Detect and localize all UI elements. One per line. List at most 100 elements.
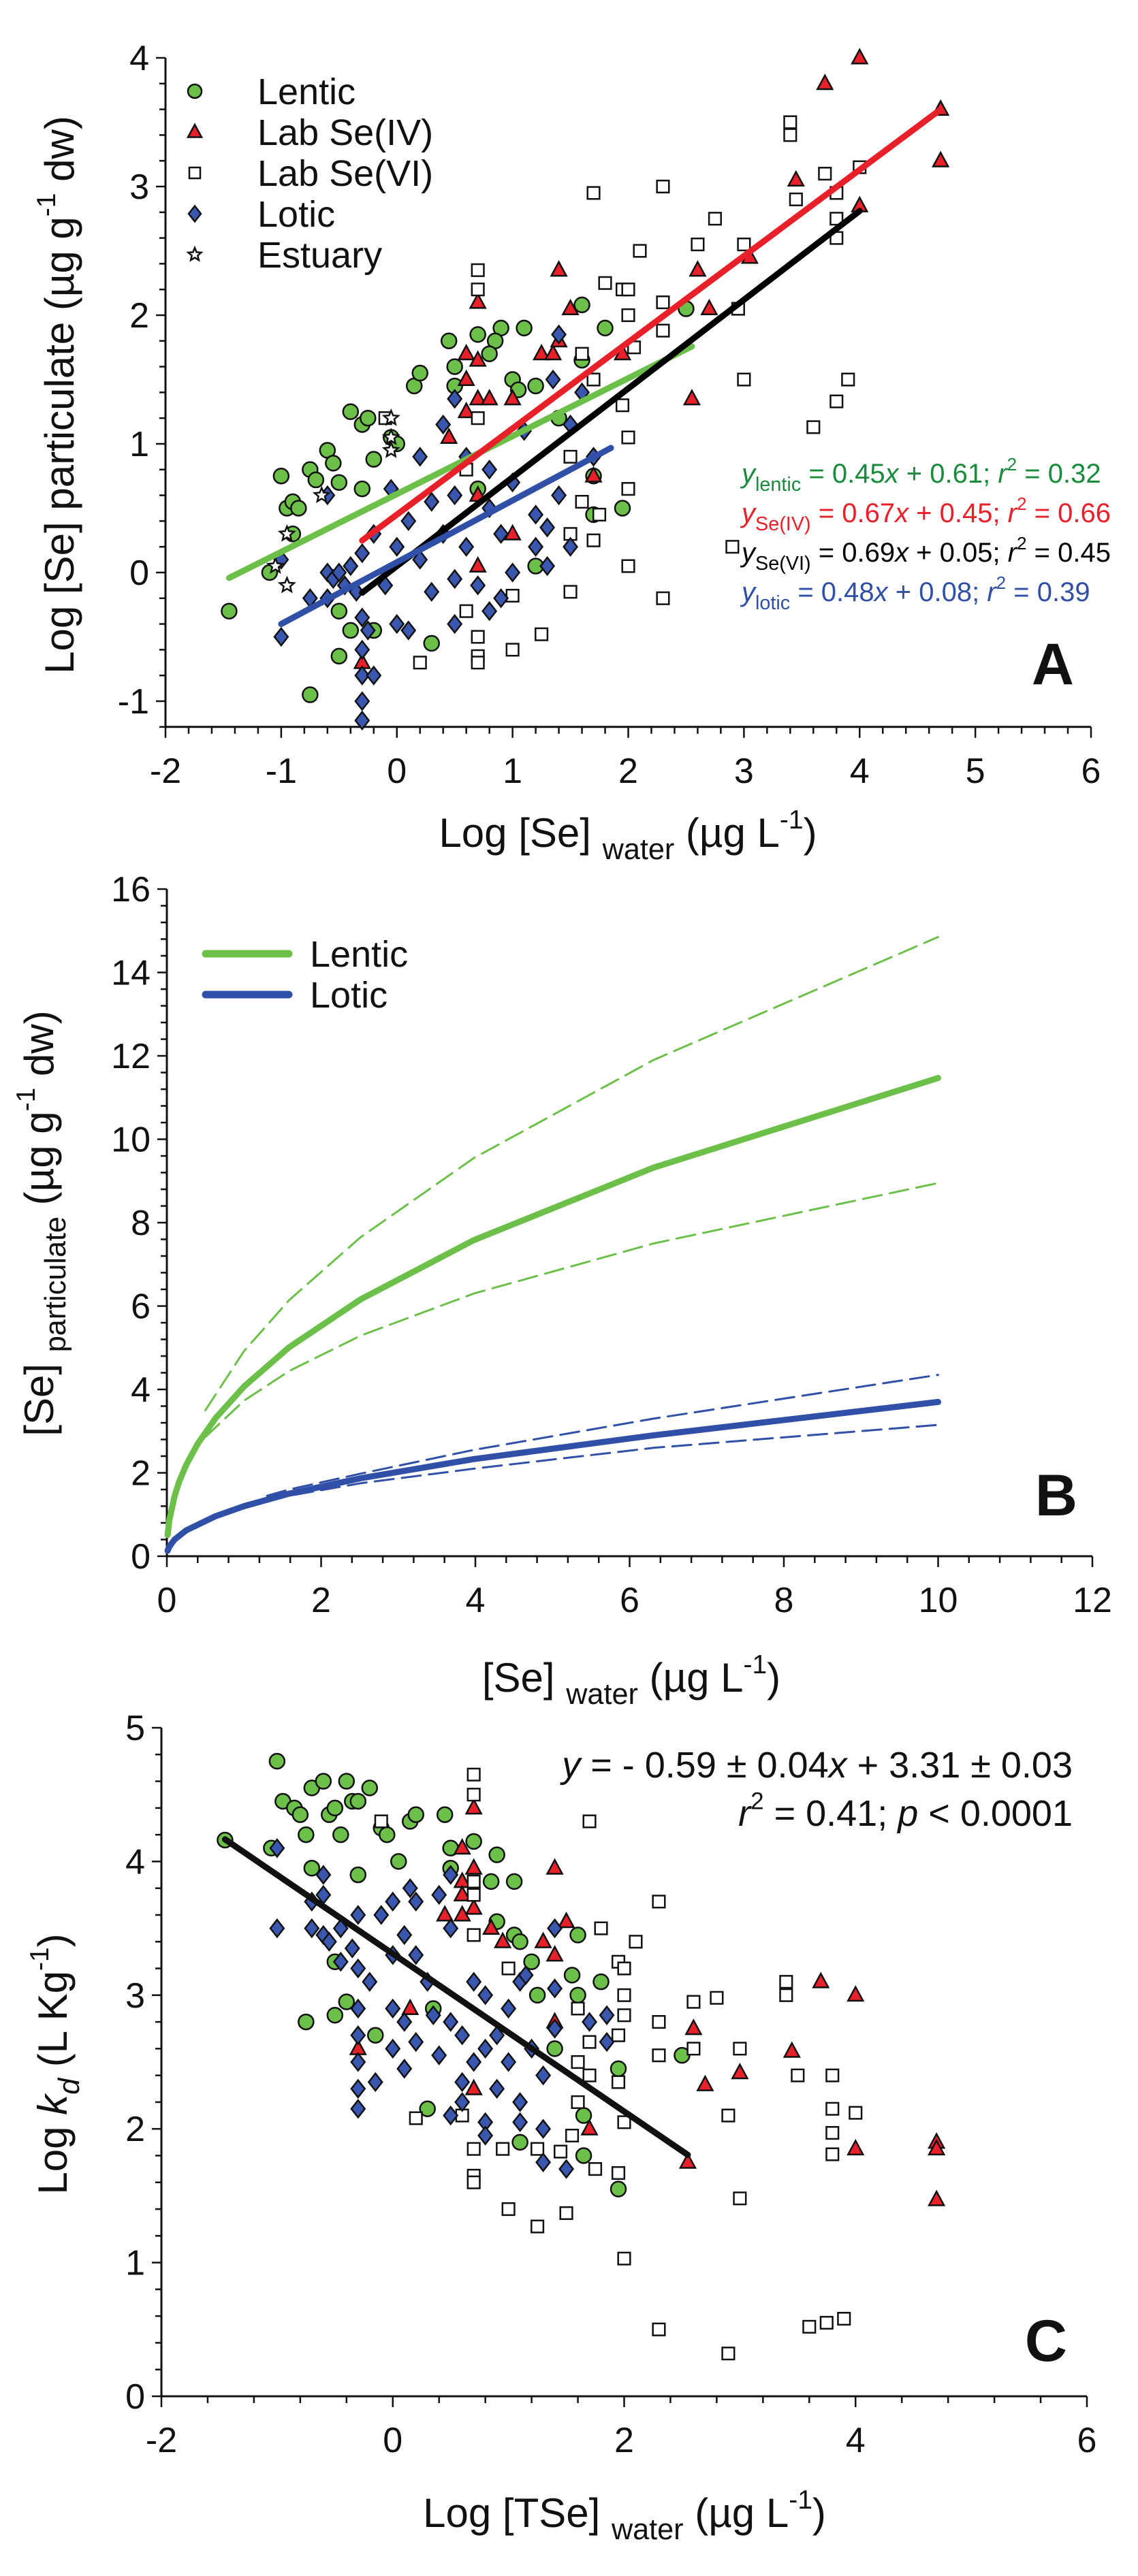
point-lab-se-vi- xyxy=(779,1975,793,1989)
point-lotic xyxy=(547,1918,563,1939)
point-lab-se-iv- xyxy=(584,466,603,483)
point-lotic xyxy=(443,1918,459,1939)
point-lotic xyxy=(547,1978,563,1999)
point-lotic xyxy=(354,710,370,731)
point-lotic xyxy=(447,485,463,506)
point-lotic xyxy=(408,1945,424,1965)
point-lab-se-iv- xyxy=(494,1931,512,1948)
point-lab-se-vi- xyxy=(611,2075,626,2089)
point-lab-se-iv- xyxy=(696,2074,714,2091)
point-lotic xyxy=(489,2078,505,2099)
x-tick-label: 1 xyxy=(503,752,522,791)
x-tick-label: 0 xyxy=(157,1581,177,1620)
point-lab-se-vi- xyxy=(615,398,630,413)
fit-equation: ylotic = 0.48x + 0.08; r2 = 0.39 xyxy=(740,573,1090,614)
text-part: (µg g xyxy=(16,1111,62,1217)
point-lotic xyxy=(367,2072,383,2093)
y-tick-label: 5 xyxy=(125,1709,145,1748)
text-part: water xyxy=(611,2513,684,2546)
curve-lentic xyxy=(164,1075,941,1539)
point-lab-se-iv- xyxy=(546,1945,564,1962)
x-tick-label: 12 xyxy=(1073,1581,1112,1620)
text-part: r xyxy=(1008,498,1018,528)
text-part: r xyxy=(1008,538,1018,568)
point-lentic xyxy=(307,471,325,489)
point-lentic xyxy=(290,500,307,517)
fit-line-lentic xyxy=(225,343,695,581)
point-lab-se-vi- xyxy=(652,2015,666,2029)
text-part: y xyxy=(559,1745,582,1786)
point-lab-se-vi- xyxy=(818,167,832,181)
point-lotic xyxy=(466,1971,482,1992)
point-lentic xyxy=(326,2007,344,2024)
point-lentic xyxy=(332,1826,349,1844)
point-lotic xyxy=(582,2012,598,2032)
x-axis-title: Log [TSe] water (µg L-1) xyxy=(423,2485,826,2546)
point-lab-se-vi- xyxy=(686,1995,701,2009)
point-lab-se-iv- xyxy=(440,427,458,445)
legend-marker-square-icon xyxy=(188,166,202,180)
point-estuary xyxy=(312,485,331,504)
point-lentic xyxy=(546,2040,563,2057)
text-part: = 0.32 xyxy=(1017,459,1101,489)
point-lab-se-vi- xyxy=(467,1888,481,1902)
text-part: Log xyxy=(30,2115,76,2195)
text-part: d xyxy=(53,2077,86,2095)
x-tick-label: 6 xyxy=(1081,752,1101,791)
point-lab-se-vi- xyxy=(783,128,797,142)
point-lentic xyxy=(268,1752,286,1770)
point-lab-se-iv- xyxy=(464,1898,483,1915)
text-part: = 0.69 xyxy=(811,538,895,568)
point-lab-se-iv- xyxy=(482,1918,501,1935)
point-lotic xyxy=(477,1985,494,2006)
text-part: = 0.66 xyxy=(1027,498,1111,528)
point-lab-se-iv- xyxy=(457,402,475,419)
text-part: 2 xyxy=(996,573,1006,593)
y-tick-label: 0 xyxy=(129,553,149,593)
point-lotic xyxy=(389,536,405,557)
y-axis-title: Log [Se] particulate (µg g-1 dw) xyxy=(32,116,82,674)
point-lab-se-vi- xyxy=(621,482,635,496)
point-lab-se-iv- xyxy=(783,2041,801,2058)
point-lotic xyxy=(344,1938,360,1959)
point-lentic xyxy=(298,1826,315,1844)
point-lab-se-iv- xyxy=(532,343,551,361)
point-lab-se-vi- xyxy=(611,2028,626,2042)
x-tick-label: 5 xyxy=(966,752,985,791)
panel-label: B xyxy=(1035,1463,1077,1528)
point-lab-se-vi- xyxy=(819,2315,834,2330)
point-lotic xyxy=(354,691,370,711)
point-lentic xyxy=(379,1826,396,1844)
x-tick-label: 4 xyxy=(846,2421,866,2460)
point-lentic xyxy=(488,1846,505,1863)
point-lotic xyxy=(431,2045,447,2065)
point-lab-se-vi- xyxy=(563,585,578,599)
point-lab-se-vi- xyxy=(725,540,740,554)
point-lotic xyxy=(350,2052,366,2072)
text-part: (µg L xyxy=(674,810,780,856)
point-lab-se-iv- xyxy=(469,556,487,573)
point-lentic xyxy=(440,332,458,350)
text-part: Log [TSe] xyxy=(423,2490,612,2536)
point-lab-se-iv- xyxy=(401,1998,420,2015)
point-lab-se-vi- xyxy=(505,588,520,603)
point-lab-se-vi- xyxy=(710,1991,724,2005)
fit-line-lotic xyxy=(278,445,614,628)
legend-label: Lentic xyxy=(310,934,408,975)
text-part: y xyxy=(740,459,757,489)
y-tick-label: 6 xyxy=(131,1287,151,1327)
point-lotic xyxy=(321,1931,337,1952)
y-tick-label: 16 xyxy=(111,870,151,909)
text-part: dw) xyxy=(37,116,82,193)
point-lab-se-iv- xyxy=(457,369,475,386)
point-lab-se-vi- xyxy=(721,2347,736,2361)
curve-lotic-upper xyxy=(266,1374,939,1497)
point-lotic xyxy=(354,607,370,628)
point-lab-se-iv- xyxy=(682,389,701,406)
x-tick-label: 3 xyxy=(734,752,754,791)
fit-equation: ySe(VI) = 0.69x + 0.05; r2 = 0.45 xyxy=(740,533,1111,575)
point-lab-se-vi- xyxy=(617,1988,631,2002)
point-lentic xyxy=(505,1873,523,1890)
